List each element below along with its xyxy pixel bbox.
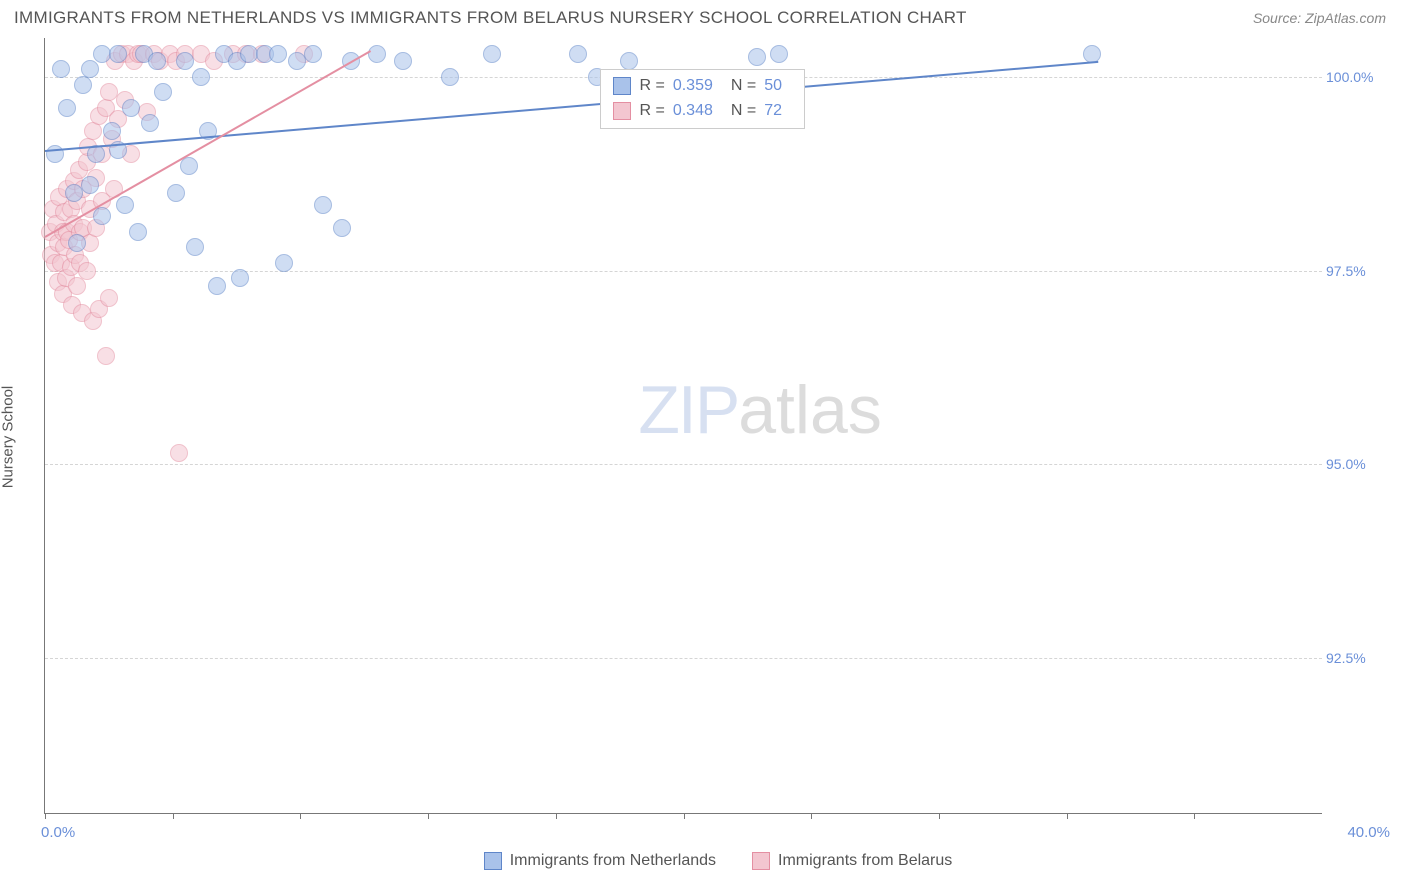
data-point bbox=[192, 68, 210, 86]
y-tick-label: 92.5% bbox=[1326, 650, 1386, 666]
data-point bbox=[122, 99, 140, 117]
source-label: Source: ZipAtlas.com bbox=[1253, 10, 1386, 26]
x-axis-start-label: 0.0% bbox=[41, 824, 75, 841]
data-point bbox=[275, 254, 293, 272]
x-tick bbox=[1067, 813, 1068, 819]
data-point bbox=[58, 99, 76, 117]
data-point bbox=[148, 52, 166, 70]
chart-title: IMMIGRANTS FROM NETHERLANDS VS IMMIGRANT… bbox=[14, 8, 967, 28]
y-tick-label: 97.5% bbox=[1326, 263, 1386, 279]
data-point bbox=[770, 45, 788, 63]
y-axis-title: Nursery School bbox=[0, 386, 17, 489]
legend-swatch bbox=[613, 102, 631, 120]
data-point bbox=[269, 45, 287, 63]
x-tick bbox=[556, 813, 557, 819]
data-point bbox=[620, 52, 638, 70]
data-point bbox=[208, 277, 226, 295]
data-point bbox=[141, 114, 159, 132]
data-point bbox=[333, 219, 351, 237]
data-point bbox=[748, 48, 766, 66]
data-point bbox=[68, 234, 86, 252]
data-point bbox=[368, 45, 386, 63]
data-point bbox=[97, 347, 115, 365]
data-point bbox=[154, 83, 172, 101]
x-tick bbox=[939, 813, 940, 819]
data-point bbox=[81, 60, 99, 78]
data-point bbox=[314, 196, 332, 214]
data-point bbox=[569, 45, 587, 63]
data-point bbox=[78, 262, 96, 280]
x-tick bbox=[428, 813, 429, 819]
data-point bbox=[304, 45, 322, 63]
data-point bbox=[170, 444, 188, 462]
y-tick-label: 100.0% bbox=[1326, 69, 1386, 85]
chart-container: Nursery School 0.0% 40.0% 92.5%95.0%97.5… bbox=[44, 32, 1392, 842]
x-tick bbox=[1194, 813, 1195, 819]
data-point bbox=[100, 289, 118, 307]
legend-item: Immigrants from Netherlands bbox=[484, 852, 716, 870]
x-axis-end-label: 40.0% bbox=[1347, 824, 1390, 841]
legend-swatch bbox=[613, 77, 631, 95]
data-point bbox=[394, 52, 412, 70]
legend-swatch bbox=[752, 852, 770, 870]
x-tick bbox=[684, 813, 685, 819]
stats-row: R = 0.348N = 72 bbox=[613, 99, 792, 124]
stats-row: R = 0.359N = 50 bbox=[613, 74, 792, 99]
data-point bbox=[441, 68, 459, 86]
legend-swatch bbox=[484, 852, 502, 870]
data-point bbox=[84, 122, 102, 140]
legend-label: Immigrants from Belarus bbox=[778, 852, 952, 870]
data-point bbox=[52, 60, 70, 78]
legend-label: Immigrants from Netherlands bbox=[510, 852, 716, 870]
data-point bbox=[116, 196, 134, 214]
data-point bbox=[167, 184, 185, 202]
gridline bbox=[45, 658, 1322, 659]
legend: Immigrants from Netherlands Immigrants fr… bbox=[44, 852, 1392, 870]
y-tick-label: 95.0% bbox=[1326, 456, 1386, 472]
x-tick bbox=[45, 813, 46, 819]
data-point bbox=[231, 269, 249, 287]
watermark: ZIPatlas bbox=[638, 371, 881, 449]
legend-item: Immigrants from Belarus bbox=[752, 852, 952, 870]
gridline bbox=[45, 464, 1322, 465]
x-tick bbox=[300, 813, 301, 819]
stats-box: R = 0.359N = 50R = 0.348N = 72 bbox=[600, 69, 805, 129]
data-point bbox=[103, 122, 121, 140]
data-point bbox=[483, 45, 501, 63]
plot-area: 0.0% 40.0% 92.5%95.0%97.5%100.0%ZIPatlas… bbox=[44, 38, 1322, 814]
data-point bbox=[74, 76, 92, 94]
data-point bbox=[176, 52, 194, 70]
data-point bbox=[129, 223, 147, 241]
data-point bbox=[109, 45, 127, 63]
x-tick bbox=[173, 813, 174, 819]
data-point bbox=[186, 238, 204, 256]
data-point bbox=[93, 207, 111, 225]
x-tick bbox=[811, 813, 812, 819]
data-point bbox=[81, 176, 99, 194]
data-point bbox=[68, 277, 86, 295]
